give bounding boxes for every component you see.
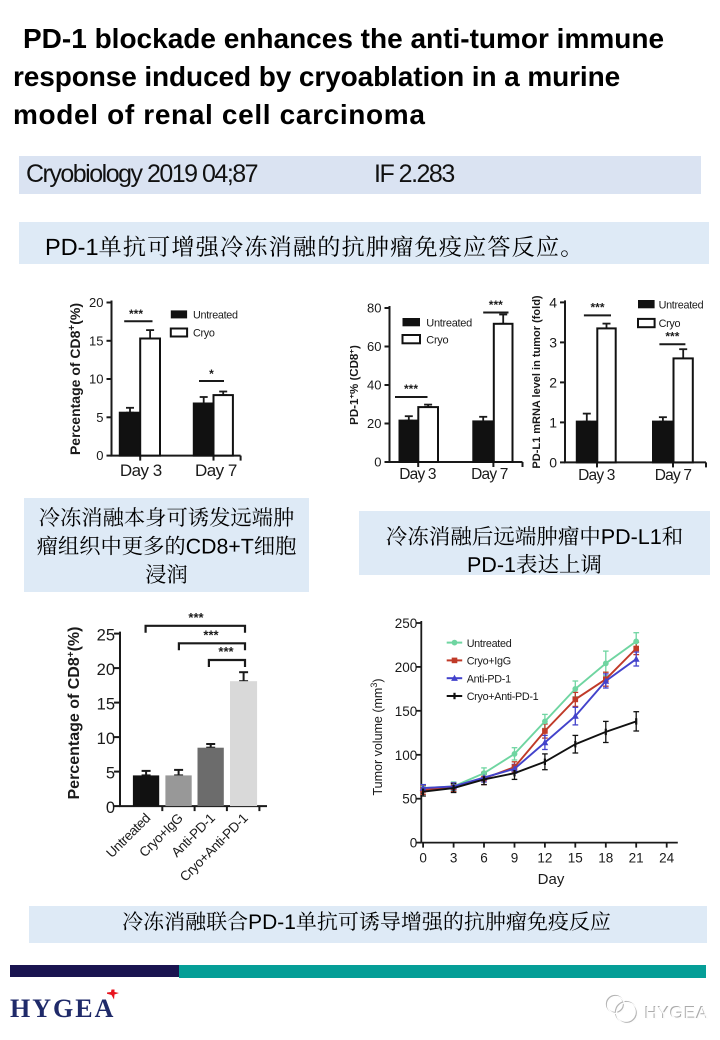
- svg-text:0: 0: [96, 448, 103, 463]
- svg-text:3: 3: [549, 334, 557, 350]
- svg-text:2: 2: [549, 374, 557, 390]
- svg-text:0: 0: [410, 836, 418, 851]
- svg-text:***: ***: [188, 610, 204, 625]
- svg-text:Untreated: Untreated: [659, 299, 704, 311]
- svg-text:200: 200: [395, 660, 418, 675]
- svg-text:*: *: [209, 367, 214, 381]
- svg-text:12: 12: [537, 851, 552, 866]
- svg-text:Untreated: Untreated: [426, 318, 472, 330]
- svg-text:Cryo: Cryo: [426, 335, 448, 347]
- svg-text:***: ***: [404, 382, 418, 396]
- svg-text:Tumor volume (mm3): Tumor volume (mm3): [369, 678, 385, 795]
- svg-text:***: ***: [665, 330, 679, 344]
- svg-text:***: ***: [218, 644, 234, 659]
- svg-text:4: 4: [549, 294, 557, 310]
- svg-text:0: 0: [374, 455, 381, 470]
- svg-text:20: 20: [367, 416, 381, 431]
- svg-text:15: 15: [568, 851, 583, 866]
- svg-text:Day 3: Day 3: [578, 467, 615, 484]
- svg-text:6: 6: [480, 851, 488, 866]
- svg-text:80: 80: [367, 301, 381, 316]
- svg-text:50: 50: [402, 792, 417, 807]
- svg-text:10: 10: [97, 730, 115, 748]
- svg-text:HYGEA: HYGEA: [644, 1002, 708, 1022]
- svg-text:60: 60: [367, 339, 381, 354]
- svg-text:1: 1: [549, 414, 557, 430]
- svg-text:Day 3: Day 3: [399, 466, 436, 483]
- svg-text:Cryo: Cryo: [193, 328, 215, 340]
- svg-text:***: ***: [203, 628, 219, 643]
- svg-text:5: 5: [96, 410, 103, 425]
- svg-text:9: 9: [511, 851, 519, 866]
- svg-text:18: 18: [598, 851, 613, 866]
- svg-text:Cryo: Cryo: [659, 318, 681, 330]
- svg-text:Anti-PD-1: Anti-PD-1: [467, 673, 511, 685]
- svg-text:0: 0: [419, 851, 427, 866]
- svg-text:0: 0: [549, 454, 557, 470]
- svg-text:100: 100: [395, 748, 418, 763]
- svg-text:Untreated: Untreated: [193, 310, 238, 322]
- svg-text:PD-L1 mRNA level in tumor (fol: PD-L1 mRNA level in tumor (fold): [531, 295, 543, 468]
- svg-text:15: 15: [97, 696, 115, 714]
- svg-text:HYGEA: HYGEA: [645, 1003, 709, 1023]
- svg-text:24: 24: [659, 851, 675, 866]
- svg-text:25: 25: [97, 627, 115, 645]
- svg-text:Day 7: Day 7: [471, 466, 508, 483]
- svg-text:Untreated: Untreated: [467, 638, 512, 650]
- svg-text:21: 21: [629, 851, 644, 866]
- svg-text:PD-1+% (CD8+): PD-1+% (CD8+): [350, 345, 361, 425]
- svg-text:Day: Day: [538, 871, 565, 888]
- svg-text:Percentage of CD8+(%): Percentage of CD8+(%): [66, 627, 83, 800]
- svg-text:***: ***: [129, 307, 143, 321]
- svg-text:Day 3: Day 3: [120, 461, 162, 480]
- svg-text:Percentage of CD8+(%): Percentage of CD8+(%): [67, 303, 83, 455]
- svg-text:Cryo+IgG: Cryo+IgG: [467, 656, 511, 668]
- svg-text:***: ***: [489, 298, 503, 312]
- svg-text:10: 10: [89, 372, 103, 387]
- svg-text:***: ***: [590, 301, 604, 315]
- svg-text:250: 250: [395, 616, 418, 631]
- svg-text:Day 7: Day 7: [655, 467, 692, 484]
- svg-text:Day 7: Day 7: [195, 461, 237, 480]
- svg-text:5: 5: [106, 765, 115, 783]
- svg-text:Cryo+Anti-PD-1: Cryo+Anti-PD-1: [467, 691, 539, 703]
- svg-text:150: 150: [395, 704, 418, 719]
- svg-text:0: 0: [106, 799, 115, 817]
- svg-text:40: 40: [367, 378, 381, 393]
- svg-text:3: 3: [450, 851, 458, 866]
- svg-text:15: 15: [89, 333, 103, 348]
- svg-text:20: 20: [97, 661, 115, 679]
- svg-text:20: 20: [89, 295, 103, 310]
